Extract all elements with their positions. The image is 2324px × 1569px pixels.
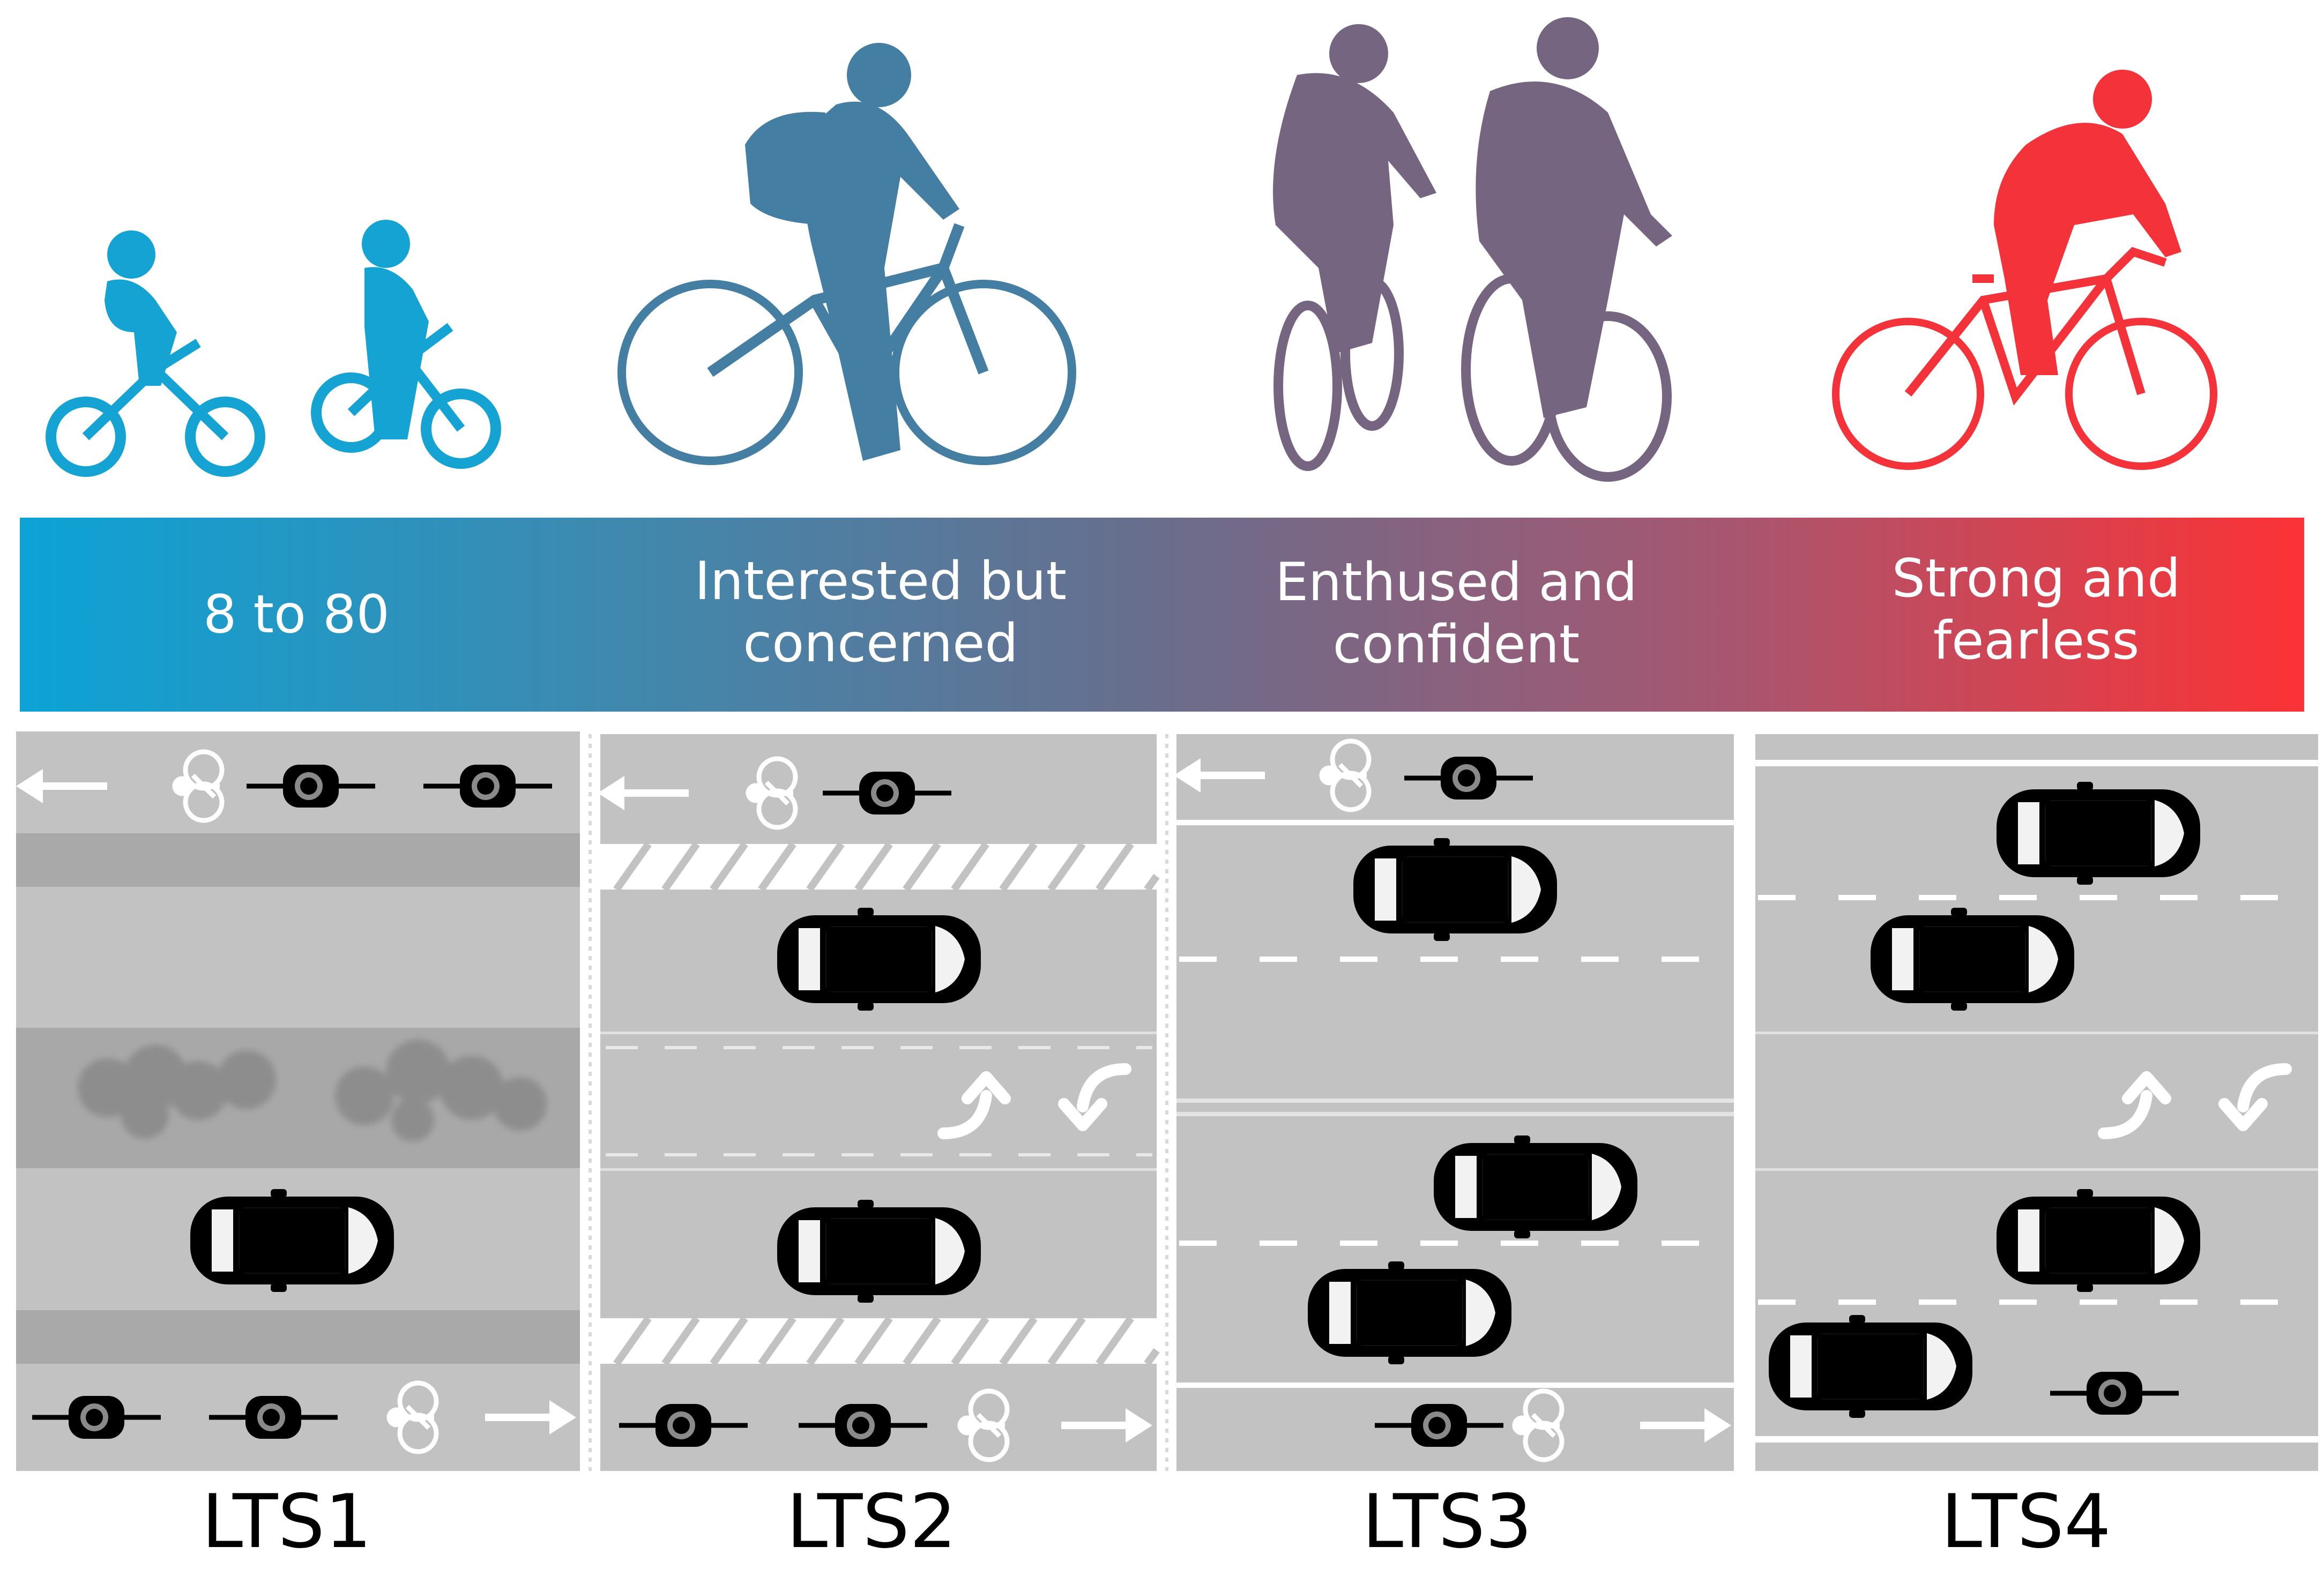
lts3-road-panel (1174, 734, 1734, 1471)
group-label-interested-but-concerned: Interested but concerned (694, 551, 1067, 674)
group-label-enthused-and-confident: Enthused and confident (1275, 552, 1637, 675)
lts-label-3: LTS3 (1362, 1478, 1532, 1565)
tree-icon (78, 1040, 547, 1141)
road-cyclist-icon (1832, 70, 2217, 470)
commuter-cyclist-icon (617, 43, 1076, 465)
lts4-road-panel (1755, 734, 2318, 1471)
lts-label-1: LTS1 (202, 1478, 372, 1565)
lts2-road-panel (598, 734, 1160, 1471)
car-icon (190, 1189, 394, 1292)
adult-cyclists-icon (1273, 17, 1672, 482)
lts-label-4: LTS4 (1941, 1478, 2111, 1565)
group-label-8-to-80: 8 to 80 (203, 584, 390, 645)
group-label-strong-and-fearless: Strong and fearless (1891, 548, 2181, 671)
lts-label-2: LTS2 (786, 1478, 957, 1565)
lts1-road-panel (16, 731, 580, 1471)
rider-type-band (20, 518, 2304, 712)
child-cyclist-icon (46, 220, 501, 477)
